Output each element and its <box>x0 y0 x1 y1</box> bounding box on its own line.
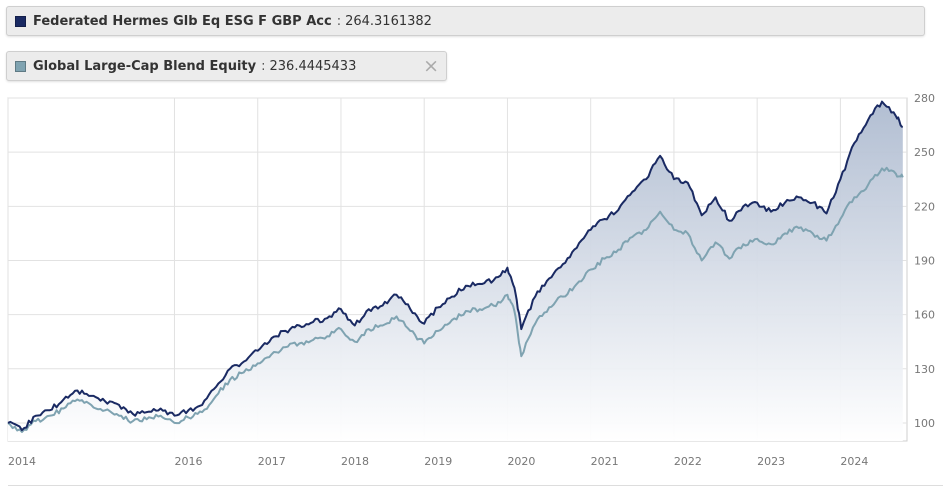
x-tick-label: 2016 <box>174 455 202 468</box>
fund-name: Federated Hermes Glb Eq ESG F GBP Acc <box>33 13 332 29</box>
fund-value: 264.3161382 <box>345 13 432 29</box>
series-lines <box>7 100 904 433</box>
fund-color-swatch <box>15 15 26 27</box>
y-tick-label: 130 <box>914 363 935 376</box>
category-name: Global Large-Cap Blend Equity <box>33 58 257 74</box>
y-tick-label: 100 <box>914 417 935 430</box>
x-tick-label: 2019 <box>424 455 452 468</box>
area-fill <box>8 101 903 441</box>
category-series-line <box>7 166 904 433</box>
y-tick-label: 280 <box>914 92 935 105</box>
fund-area <box>8 101 903 441</box>
category-color-swatch <box>15 60 26 72</box>
fund-separator: : <box>336 13 342 29</box>
x-tick-label: 2021 <box>591 455 619 468</box>
x-tick-label: 2014 <box>8 455 36 468</box>
x-tick-label: 2022 <box>674 455 702 468</box>
category-separator: : <box>261 58 266 74</box>
y-axis-tick-labels: 100 130 160 190 220 250 280 <box>914 92 935 430</box>
y-tick-label: 160 <box>914 309 935 322</box>
footer-divider <box>8 485 943 486</box>
legend-category[interactable]: Global Large-Cap Blend Equity : 236.4445… <box>6 51 447 81</box>
x-axis-tick-labels: 2014 2016 2017 2018 2019 2020 2021 2022 2023 2024 <box>8 455 868 468</box>
y-tick-label: 220 <box>914 200 935 213</box>
y-tick-label: 250 <box>914 146 935 159</box>
close-icon[interactable]: × <box>423 55 439 77</box>
x-tick-label: 2023 <box>757 455 785 468</box>
y-tick-label: 190 <box>914 254 935 267</box>
x-tick-label: 2018 <box>341 455 369 468</box>
fund-series-line <box>7 100 903 432</box>
category-value: 236.4445433 <box>269 58 357 74</box>
legend-fund[interactable]: Federated Hermes Glb Eq ESG F GBP Acc : … <box>6 6 925 36</box>
x-tick-label: 2017 <box>258 455 286 468</box>
x-tick-label: 2020 <box>507 455 535 468</box>
x-tick-label: 2024 <box>840 455 868 468</box>
